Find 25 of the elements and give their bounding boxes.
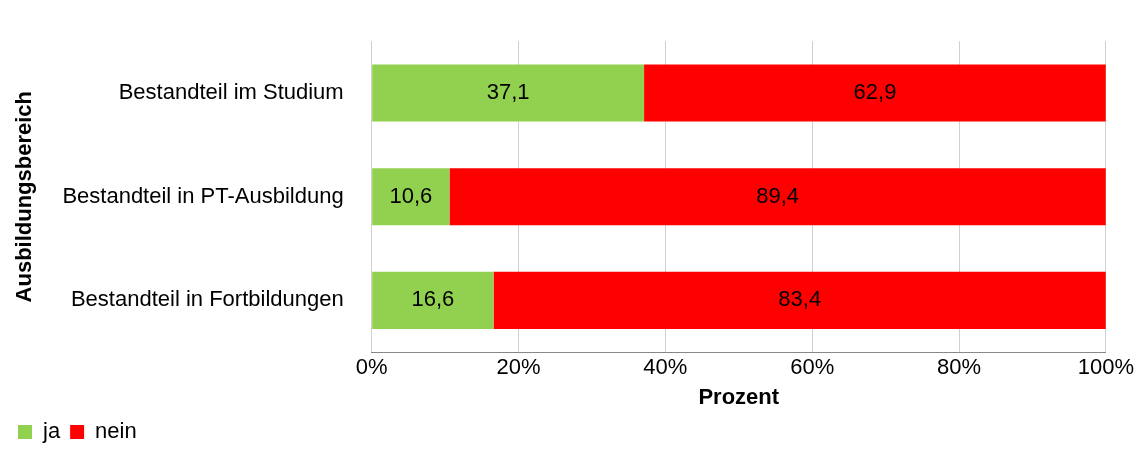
x-tick-label: 0% xyxy=(355,354,388,380)
x-tick-label: 20% xyxy=(496,354,541,380)
bar xyxy=(372,271,494,329)
bar xyxy=(372,64,645,122)
x-tick-label: 40% xyxy=(643,354,688,380)
data-label: 89,4 xyxy=(756,182,800,208)
x-axis-title: Prozent xyxy=(698,383,780,409)
data-label: 62,9 xyxy=(853,79,897,105)
x-tick-label: 60% xyxy=(790,354,835,380)
bar xyxy=(644,64,1106,122)
y-tick-label: Bestandteil in Fortbildungen xyxy=(70,286,344,312)
data-label: 37,1 xyxy=(486,79,530,105)
legend-label: nein xyxy=(95,418,137,444)
legend-label: ja xyxy=(42,418,61,444)
y-tick-label: Bestandteil in PT-Ausbildung xyxy=(62,182,344,208)
data-label: 10,6 xyxy=(389,182,433,208)
data-label: 16,6 xyxy=(411,286,455,312)
data-label: 83,4 xyxy=(778,286,822,312)
y-tick-label: Bestandteil im Studium xyxy=(118,79,344,105)
x-tick-label: 100% xyxy=(1077,354,1135,380)
y-axis-title: Ausbildungsbereich xyxy=(11,90,37,303)
bar xyxy=(493,271,1106,329)
bar xyxy=(372,168,450,226)
x-tick-label: 80% xyxy=(937,354,982,380)
bar xyxy=(449,168,1106,226)
